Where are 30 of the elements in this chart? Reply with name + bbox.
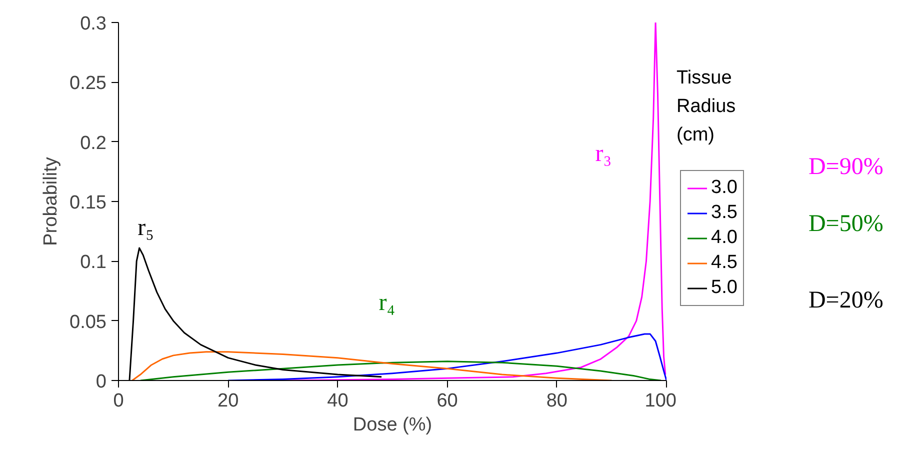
y-tick-label: 0.1 xyxy=(80,252,107,274)
x-tick-label: 40 xyxy=(327,390,348,412)
annotation: r₅ xyxy=(138,214,154,241)
x-tick-label: 80 xyxy=(546,390,568,412)
text: D=90% xyxy=(808,154,884,180)
line-series xyxy=(140,360,662,380)
x-tick-label: 0 xyxy=(113,390,124,412)
line-series xyxy=(131,351,612,380)
y-tick-label: 0 xyxy=(96,372,107,392)
legend-label: 4.5 xyxy=(711,252,738,274)
y-tick-label: 0.15 xyxy=(70,192,107,214)
text: D=50% xyxy=(808,211,884,238)
legend-label: 3.0 xyxy=(711,177,738,199)
line-series xyxy=(227,333,666,380)
x-tick-label: 100 xyxy=(644,390,676,412)
annotation: r₄ xyxy=(378,290,396,316)
x-tick-label: 20 xyxy=(218,390,239,412)
y-tick-label: 0.25 xyxy=(70,73,107,94)
y-tick-label: 0.3 xyxy=(80,14,107,34)
legend-label: 3.5 xyxy=(711,202,738,224)
x-axis-title: Dose (%) xyxy=(352,414,432,436)
legend-label: 4.0 xyxy=(711,227,738,249)
y-tick-label: 0.2 xyxy=(80,132,107,154)
legend-label: 5.0 xyxy=(711,277,738,299)
text: D=20% xyxy=(808,288,884,314)
x-tick-label: 60 xyxy=(436,390,458,412)
y-axis-title: Probability xyxy=(40,156,62,246)
annotation: r₃ xyxy=(595,140,612,167)
legend-title: Tissue Radius (cm) xyxy=(676,67,736,146)
y-tick-label: 0.05 xyxy=(70,312,107,333)
